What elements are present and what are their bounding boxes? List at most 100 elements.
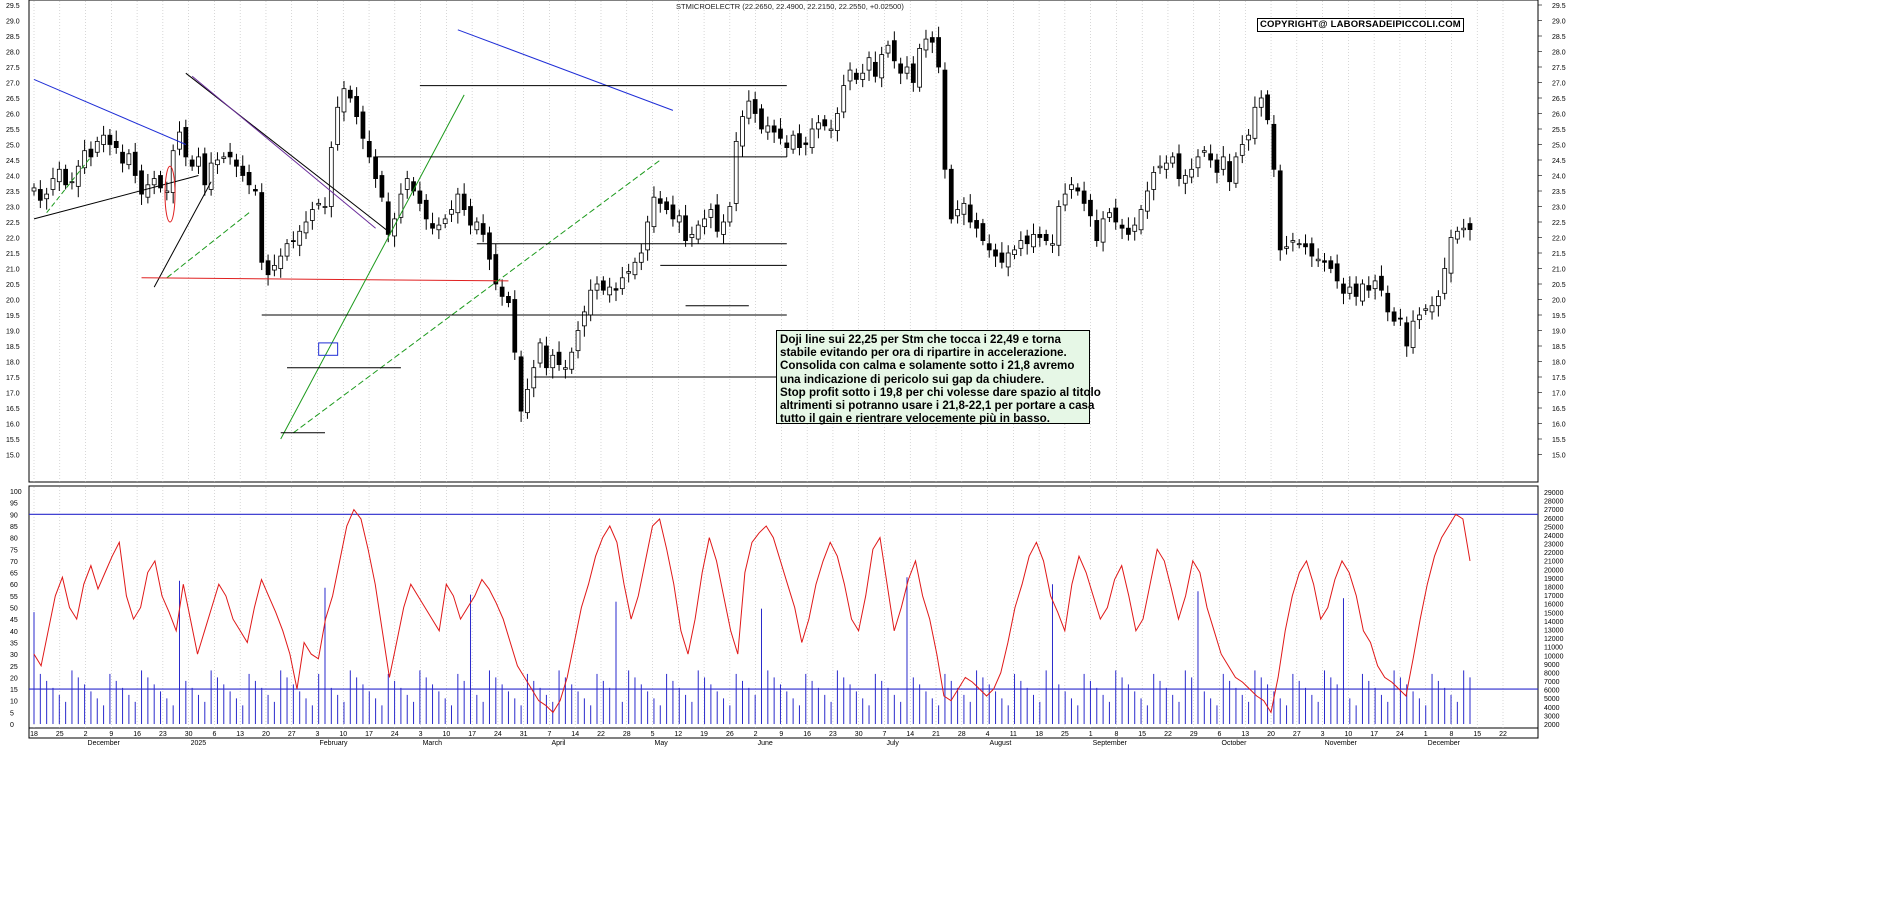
candle-down — [657, 198, 663, 204]
day-tick-label: 13 — [236, 731, 244, 738]
candle-down — [158, 175, 163, 189]
candle-up — [695, 224, 701, 240]
candle-up — [1252, 106, 1258, 139]
candle-up — [645, 221, 650, 251]
candle-down — [518, 356, 524, 412]
candle-down — [544, 345, 549, 369]
indicator-tick: 80 — [10, 536, 18, 543]
trendline-blue — [457, 29, 674, 111]
candle-down — [936, 37, 941, 68]
price-tick-right: 22.0 — [1552, 236, 1566, 243]
day-tick-label: 5 — [651, 731, 655, 738]
candle-down — [499, 286, 505, 297]
candle-down — [664, 201, 669, 211]
candle-up — [1056, 206, 1062, 246]
candle-down — [1271, 123, 1277, 170]
candle-up — [1448, 237, 1454, 274]
candle-down — [974, 220, 979, 229]
day-tick-label: 11 — [1010, 731, 1017, 738]
volume-tick: 26000 — [1544, 516, 1564, 523]
day-tick-label: 10 — [442, 731, 450, 738]
candle-up — [322, 206, 328, 208]
day-tick-label: 2 — [84, 731, 88, 738]
candle-down — [240, 165, 246, 176]
candle-up — [961, 202, 967, 215]
candle-up — [455, 193, 461, 214]
price-tick-left: 29.0 — [6, 19, 20, 26]
candle-up — [50, 178, 56, 190]
indicator-tick: 45 — [10, 617, 18, 624]
candle-up — [1031, 233, 1036, 248]
candle-down — [366, 140, 372, 158]
month-label: December — [88, 740, 121, 747]
candle-down — [1353, 283, 1359, 297]
candle-up — [335, 106, 341, 145]
volume-tick: 25000 — [1544, 524, 1564, 531]
month-label: June — [758, 740, 773, 747]
indicator-tick: 85 — [10, 524, 18, 531]
candle-down — [1119, 224, 1125, 229]
candle-up — [525, 388, 530, 414]
candle-down — [120, 151, 125, 164]
indicator-tick: 90 — [10, 512, 18, 519]
candle-down — [714, 204, 720, 232]
price-tick-right: 28.0 — [1552, 50, 1566, 57]
day-tick-label: 30 — [855, 731, 863, 738]
volume-tick: 20000 — [1544, 567, 1564, 574]
candle-up — [94, 140, 100, 153]
day-tick-label: 17 — [365, 731, 373, 738]
day-tick-label: 27 — [288, 731, 296, 738]
price-tick-left: 15.0 — [6, 453, 20, 460]
candle-down — [1366, 285, 1372, 291]
candle-up — [69, 181, 75, 184]
candle-up — [1151, 171, 1157, 190]
month-label: 2025 — [191, 740, 207, 747]
trendline-black — [33, 175, 199, 220]
candle-down — [683, 215, 688, 242]
candle-up — [1246, 134, 1251, 141]
candle-up — [341, 88, 347, 113]
day-tick-label: 22 — [1164, 731, 1172, 738]
candle-up — [594, 283, 600, 291]
candle-down — [1214, 159, 1220, 173]
candle-up — [1423, 308, 1429, 311]
month-label: July — [886, 740, 899, 747]
candle-up — [809, 128, 815, 149]
day-tick-label: 27 — [1293, 731, 1301, 738]
candle-down — [1176, 153, 1182, 180]
candle-up — [1220, 156, 1226, 170]
trendline-green — [280, 94, 465, 440]
candle-down — [1024, 235, 1030, 245]
day-tick-label: 26 — [726, 731, 734, 738]
candle-up — [879, 54, 885, 79]
candle-down — [1391, 311, 1397, 322]
candle-up — [708, 209, 714, 218]
candle-down — [1467, 223, 1473, 230]
day-tick-label: 25 — [56, 731, 64, 738]
candle-up — [398, 193, 404, 218]
candle-up — [404, 178, 410, 190]
candle-up — [537, 342, 543, 364]
day-tick-label: 29 — [1190, 731, 1198, 738]
support-line-red — [141, 277, 509, 282]
candle-down — [803, 142, 809, 145]
candle-up — [284, 243, 290, 257]
candle-up — [151, 178, 157, 186]
volume-tick: 16000 — [1544, 602, 1564, 609]
candle-down — [113, 140, 119, 148]
candle-up — [1100, 218, 1106, 243]
price-tick-left: 16.5 — [6, 406, 20, 413]
month-label: November — [1325, 740, 1358, 747]
day-tick-label: 3 — [419, 731, 423, 738]
price-tick-left: 24.0 — [6, 174, 20, 181]
price-tick-right: 25.0 — [1552, 143, 1566, 150]
day-tick-label: 28 — [623, 731, 631, 738]
candle-down — [797, 133, 802, 148]
day-tick-label: 16 — [133, 731, 141, 738]
candle-up — [82, 150, 87, 169]
candle-down — [752, 99, 758, 114]
candle-down — [347, 89, 353, 99]
candle-up — [474, 221, 480, 231]
candle-down — [771, 125, 777, 133]
